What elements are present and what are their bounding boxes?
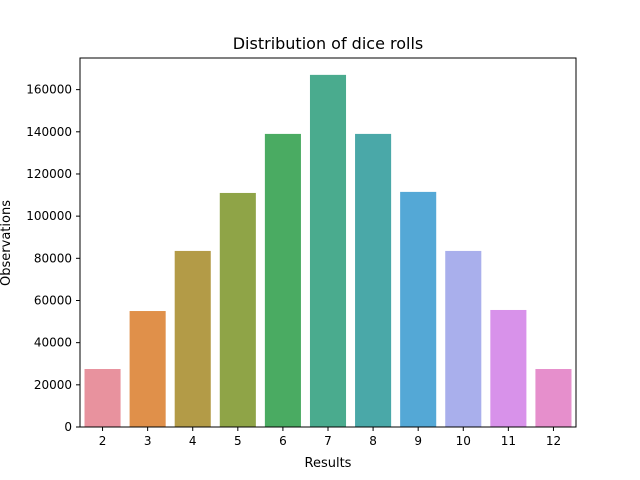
plot-frame (79, 57, 577, 428)
bar-5 (219, 192, 256, 427)
x-tick-label: 2 (99, 434, 107, 448)
x-tick-label: 10 (456, 434, 471, 448)
bar-3 (129, 311, 166, 427)
y-ticks-group: 0 20000 40000 60000 80000 100000 120000 140000 1… (26, 83, 80, 434)
x-ticks-group: 2 3 4 5 6 7 8 9 10 11 12 (99, 427, 561, 448)
x-tick-label: 5 (234, 434, 242, 448)
x-tick-label: 12 (546, 434, 561, 448)
bars-group (84, 74, 572, 428)
x-tick-label: 4 (189, 434, 197, 448)
x-axis-label: Results (305, 456, 352, 471)
x-tick-label: 9 (414, 434, 422, 448)
bar-8 (355, 133, 392, 427)
y-tick-label: 140000 (26, 125, 72, 139)
y-tick-label: 100000 (26, 209, 72, 223)
bar-10 (445, 250, 482, 427)
y-tick-label: 80000 (34, 251, 72, 265)
bar-11 (490, 309, 527, 427)
bar-2 (84, 369, 121, 427)
x-tick-label: 8 (369, 434, 377, 448)
x-tick-label: 7 (324, 434, 332, 448)
y-tick-label: 120000 (26, 167, 72, 181)
chart-title: Distribution of dice rolls (233, 34, 424, 53)
y-tick-label: 0 (64, 420, 72, 434)
bar-9 (400, 191, 437, 427)
y-tick-label: 40000 (34, 336, 72, 350)
y-tick-label: 160000 (26, 83, 72, 97)
bar-12 (535, 369, 572, 427)
bar-7 (309, 74, 347, 428)
y-tick-label: 60000 (34, 293, 72, 307)
y-tick-label: 20000 (34, 378, 72, 392)
x-tick-label: 3 (144, 434, 152, 448)
x-tick-label: 6 (279, 434, 287, 448)
x-tick-label: 11 (501, 434, 516, 448)
bar-4 (174, 250, 211, 427)
bar-6 (264, 133, 301, 427)
y-axis-label: Observations (0, 200, 14, 286)
